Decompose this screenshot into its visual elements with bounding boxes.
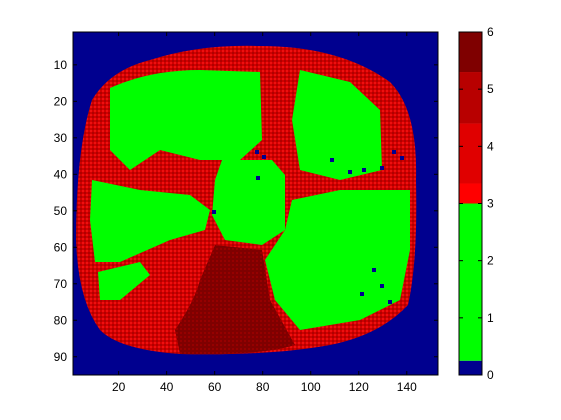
x-tick-label: 100 — [301, 380, 321, 394]
x-tick-label: 60 — [208, 380, 222, 394]
y-tick-label: 90 — [54, 350, 68, 364]
heatmap-plot: 20 40 60 80 100 120 140 10 20 30 40 50 60 70 80 90 — [54, 31, 439, 394]
colorbar-tick-label: 6 — [487, 25, 494, 39]
green-region-top — [110, 70, 262, 170]
colorbar-segment — [459, 32, 482, 73]
green-region-left — [90, 180, 210, 262]
colorbar-segment — [459, 203, 482, 361]
x-tick-label: 20 — [112, 380, 126, 394]
x-axis-ticks: 20 40 60 80 100 120 140 — [112, 32, 417, 394]
x-tick-label: 140 — [397, 380, 417, 394]
green-region-center — [212, 160, 285, 245]
colorbar-segment — [459, 123, 482, 184]
colorbar-tick-label: 3 — [487, 197, 494, 211]
colorbar-segments — [459, 32, 482, 375]
colorbar-segment — [459, 360, 482, 375]
y-tick-label: 50 — [54, 204, 68, 218]
colorbar-segment — [459, 72, 482, 124]
y-tick-label: 10 — [54, 58, 68, 72]
x-tick-label: 120 — [349, 380, 369, 394]
green-region-top-right — [292, 70, 382, 180]
y-tick-label: 20 — [54, 94, 68, 108]
x-tick-label: 80 — [256, 380, 270, 394]
blue-speckles — [212, 150, 404, 304]
y-tick-label: 30 — [54, 131, 68, 145]
x-tick-label: 40 — [160, 380, 174, 394]
y-axis-ticks: 10 20 30 40 50 60 70 80 90 — [54, 58, 438, 364]
plot-frame — [72, 31, 439, 376]
y-tick-label: 60 — [54, 240, 68, 254]
colorbar-tick-label: 1 — [487, 311, 494, 325]
y-tick-label: 40 — [54, 167, 68, 181]
colorbar-ticks: 0 1 2 3 4 5 6 — [459, 25, 494, 382]
y-tick-label: 80 — [54, 313, 68, 327]
colorbar-tick-label: 0 — [487, 368, 494, 382]
colorbar-segment — [459, 183, 482, 204]
colorbar-tick-label: 2 — [487, 254, 494, 268]
colorbar-tick-label: 4 — [487, 139, 494, 153]
colorbar-tick-label: 5 — [487, 82, 494, 96]
colorbar: 0 1 2 3 4 5 6 — [458, 25, 494, 382]
green-region-right — [265, 190, 410, 330]
green-region-bottom-left — [98, 262, 150, 300]
y-tick-label: 70 — [54, 277, 68, 291]
dark-red-wedge — [175, 245, 295, 355]
